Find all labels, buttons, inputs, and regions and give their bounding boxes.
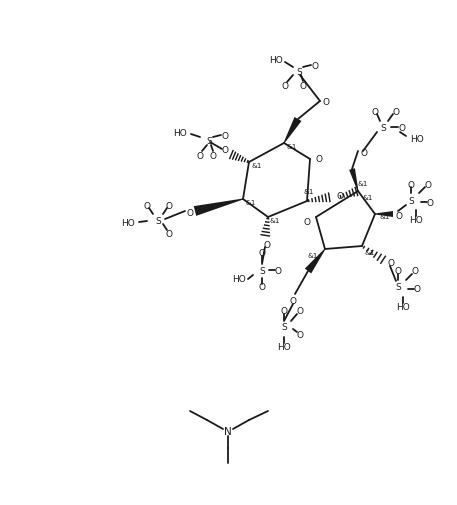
Text: O: O — [165, 201, 172, 210]
Text: S: S — [155, 216, 161, 225]
Text: O: O — [281, 307, 287, 316]
Text: &1: &1 — [365, 249, 375, 256]
Text: O: O — [336, 191, 344, 200]
Text: S: S — [296, 67, 302, 76]
Polygon shape — [305, 249, 325, 274]
Text: S: S — [395, 283, 401, 292]
Text: HO: HO — [410, 134, 424, 143]
Text: O: O — [303, 217, 310, 226]
Text: O: O — [395, 211, 403, 220]
Text: O: O — [275, 266, 282, 275]
Text: O: O — [143, 201, 150, 210]
Text: O: O — [372, 107, 378, 116]
Text: O: O — [315, 154, 323, 163]
Text: &1: &1 — [246, 199, 256, 206]
Polygon shape — [283, 118, 302, 144]
Text: O: O — [394, 267, 402, 276]
Text: O: O — [361, 148, 367, 157]
Text: O: O — [222, 131, 228, 140]
Text: O: O — [299, 81, 307, 90]
Polygon shape — [194, 199, 243, 217]
Text: O: O — [323, 97, 329, 106]
Text: O: O — [388, 258, 394, 267]
Text: O: O — [165, 229, 172, 238]
Text: S: S — [408, 196, 414, 205]
Text: &1: &1 — [287, 144, 297, 149]
Text: O: O — [399, 123, 405, 132]
Text: &1: &1 — [270, 218, 280, 224]
Text: S: S — [259, 266, 265, 275]
Text: O: O — [426, 198, 434, 207]
Text: O: O — [411, 267, 419, 276]
Text: O: O — [297, 330, 303, 339]
Text: S: S — [206, 136, 212, 145]
Text: HO: HO — [173, 128, 187, 137]
Text: HO: HO — [277, 342, 291, 351]
Text: O: O — [393, 107, 399, 116]
Text: O: O — [289, 297, 297, 306]
Text: &1: &1 — [304, 189, 314, 194]
Text: O: O — [197, 151, 203, 160]
Text: O: O — [408, 180, 414, 189]
Text: &1: &1 — [363, 194, 373, 200]
Text: O: O — [282, 81, 288, 90]
Text: &1: &1 — [308, 252, 318, 259]
Text: O: O — [259, 283, 266, 292]
Text: &1: &1 — [252, 163, 262, 169]
Text: O: O — [222, 145, 228, 154]
Text: HO: HO — [269, 56, 283, 64]
Text: S: S — [281, 323, 287, 332]
Polygon shape — [349, 169, 358, 192]
Text: O: O — [425, 180, 431, 189]
Polygon shape — [375, 212, 393, 218]
Text: O: O — [186, 208, 193, 217]
Text: O: O — [414, 285, 420, 294]
Text: N: N — [224, 426, 232, 436]
Text: O: O — [312, 62, 319, 70]
Text: O: O — [259, 249, 266, 258]
Text: O: O — [209, 151, 217, 160]
Text: &1: &1 — [358, 181, 368, 187]
Text: HO: HO — [232, 275, 246, 284]
Text: O: O — [264, 240, 271, 249]
Text: HO: HO — [396, 302, 410, 311]
Text: HO: HO — [121, 218, 135, 227]
Text: &1: &1 — [380, 214, 390, 220]
Text: HO: HO — [409, 215, 423, 224]
Text: O: O — [297, 307, 303, 316]
Text: S: S — [380, 123, 386, 132]
